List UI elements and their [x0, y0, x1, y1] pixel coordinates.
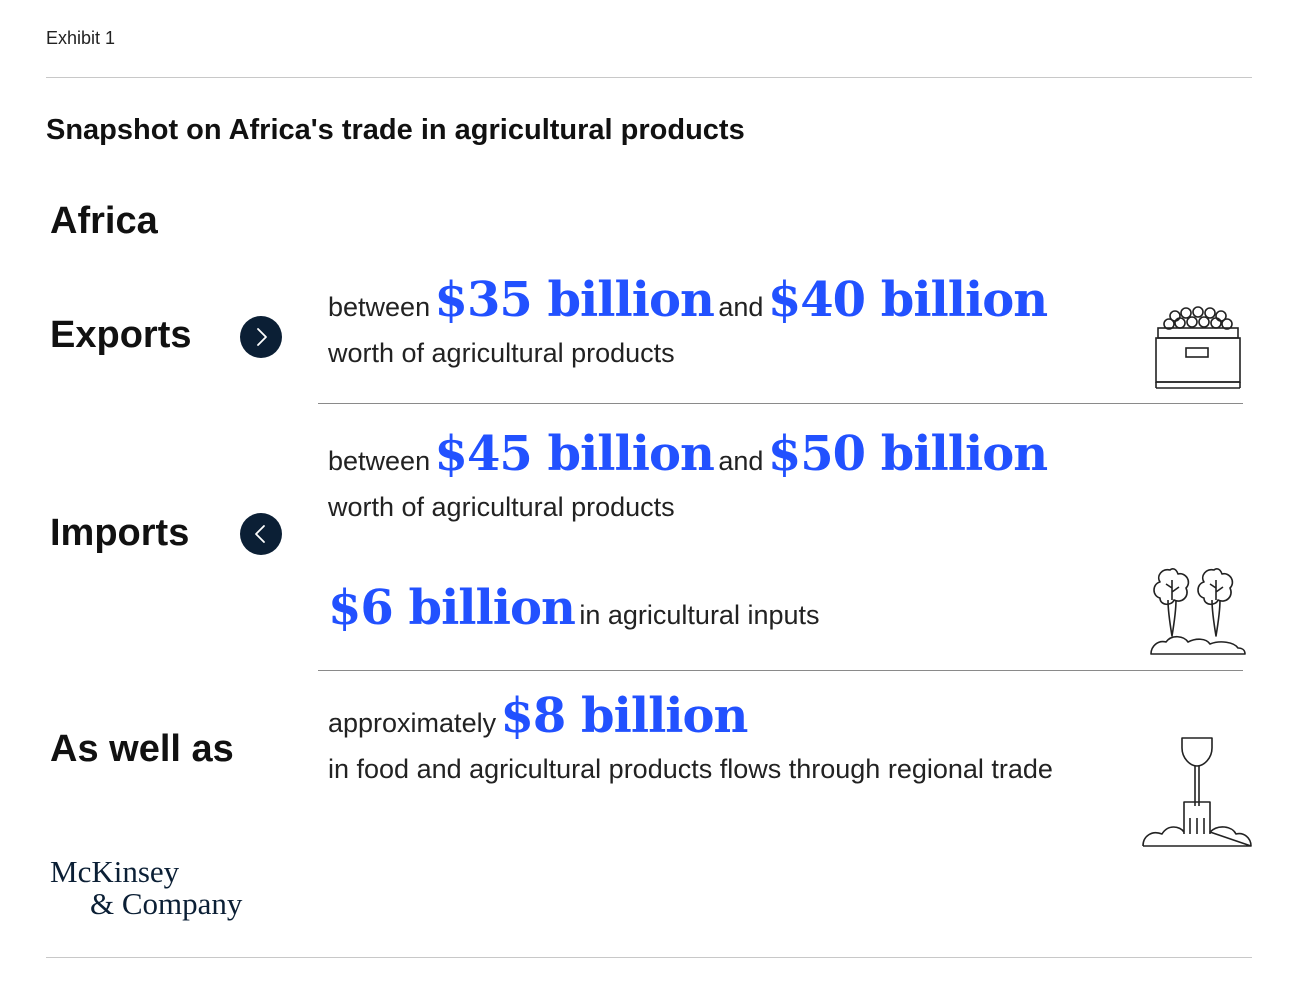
- as-well-as-label: As well as: [50, 728, 234, 770]
- imports-inputs-line: $6 billion in agricultural inputs: [328, 580, 820, 636]
- chevron-left-icon: [240, 513, 282, 555]
- as-well-as-prefix: approximately: [328, 708, 497, 738]
- exports-value-low: $35 billion: [434, 272, 715, 328]
- exports-connector: and: [718, 292, 764, 322]
- imports-divider: [318, 670, 1243, 671]
- mckinsey-logo: McKinsey & Company: [50, 856, 242, 920]
- exports-prefix: between: [328, 292, 431, 322]
- imports-prefix: between: [328, 446, 431, 476]
- imports-values-line: between $45 billion and $50 billion: [328, 426, 1048, 482]
- exports-label: Exports: [50, 314, 192, 356]
- as-well-as-description: in food and agricultural products flows …: [328, 754, 1053, 784]
- exports-divider: [318, 403, 1243, 404]
- page-title: Snapshot on Africa's trade in agricultur…: [46, 114, 745, 146]
- exports-description: worth of agricultural products: [328, 338, 675, 368]
- imports-inputs-description: in agricultural inputs: [579, 600, 820, 630]
- top-divider: [46, 77, 1252, 78]
- imports-value-high: $50 billion: [767, 426, 1048, 482]
- logo-line1: McKinsey: [50, 854, 180, 889]
- exports-value-high: $40 billion: [767, 272, 1048, 328]
- imports-connector: and: [718, 446, 764, 476]
- seedlings-icon: [1150, 568, 1246, 655]
- logo-line2: & Company: [90, 886, 243, 921]
- produce-crate-icon: [1155, 306, 1241, 389]
- shovel-in-soil-icon: [1142, 737, 1252, 847]
- chevron-right-icon: [240, 316, 282, 358]
- as-well-as-value: $8 billion: [500, 688, 749, 744]
- exhibit-label: Exhibit 1: [46, 28, 116, 48]
- imports-label: Imports: [50, 512, 190, 554]
- imports-inputs-value: $6 billion: [328, 580, 576, 636]
- bottom-divider: [46, 957, 1252, 958]
- exports-values-line: between $35 billion and $40 billion: [328, 272, 1048, 328]
- imports-value-low: $45 billion: [434, 426, 715, 482]
- imports-description: worth of agricultural products: [328, 492, 675, 522]
- as-well-as-values-line: approximately $8 billion: [328, 688, 749, 744]
- region-heading: Africa: [50, 200, 158, 242]
